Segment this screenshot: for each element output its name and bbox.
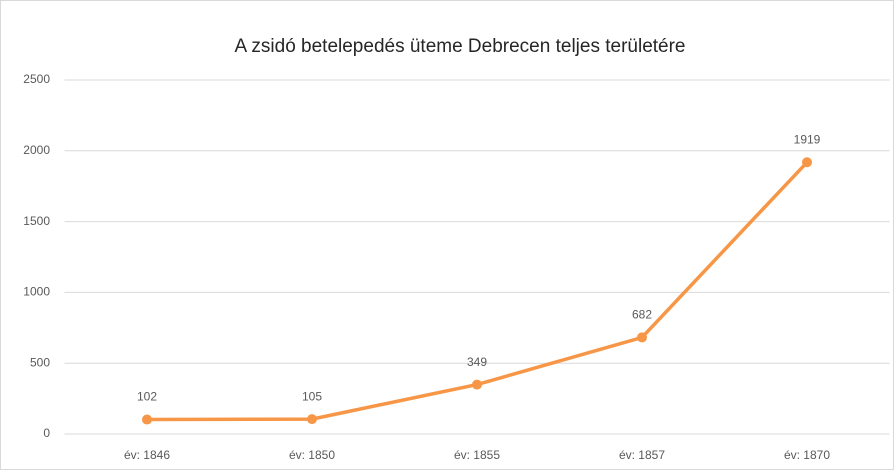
x-tick-label: év: 1870 <box>784 448 830 462</box>
data-label: 349 <box>467 355 487 369</box>
chart-title: A zsidó betelepedés üteme Debrecen telje… <box>235 36 686 57</box>
point <box>637 332 647 343</box>
point <box>307 414 317 425</box>
x-tick-label: év: 1850 <box>289 448 335 462</box>
data-label: 105 <box>302 389 322 403</box>
y-tick-label: 2000 <box>23 143 50 157</box>
x-tick-label: év: 1846 <box>124 448 170 462</box>
y-tick-label: 1500 <box>23 214 50 228</box>
x-tick-label: év: 1855 <box>454 448 500 462</box>
y-tick-label: 2500 <box>23 72 50 86</box>
data-label: 682 <box>632 308 652 322</box>
y-tick-label: 500 <box>30 355 50 369</box>
data-label: 102 <box>137 390 157 404</box>
y-tick-label: 0 <box>43 426 50 440</box>
data-label: 1919 <box>794 132 821 146</box>
point <box>142 414 152 425</box>
point <box>472 379 482 390</box>
y-tick-label: 1000 <box>23 285 50 299</box>
x-tick-label: év: 1857 <box>619 448 665 462</box>
point <box>802 157 812 168</box>
